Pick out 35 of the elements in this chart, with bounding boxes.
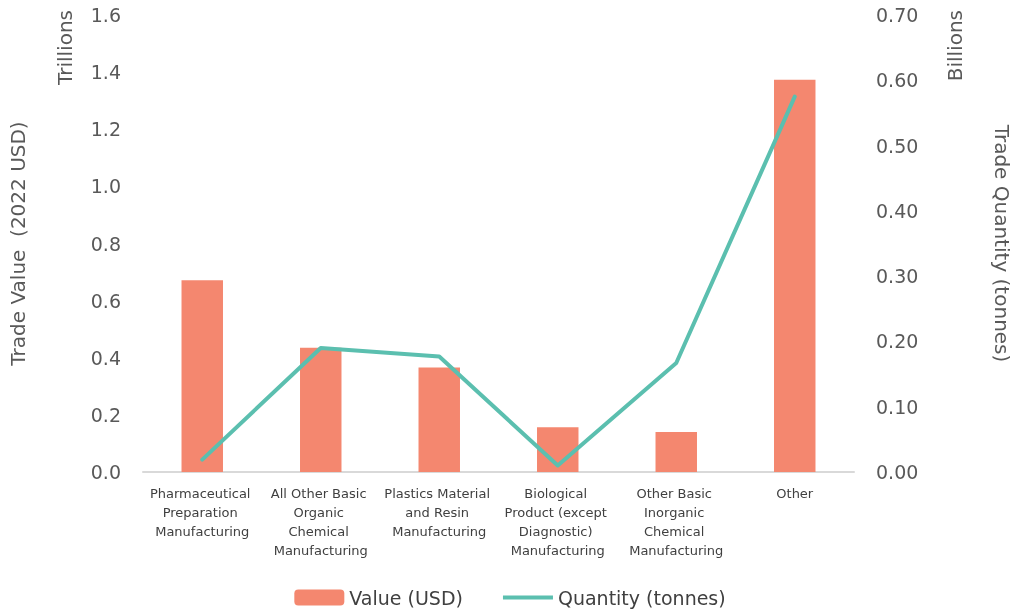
- y-tick-label: 1.4: [90, 61, 121, 84]
- bar: [300, 347, 342, 472]
- y2-tick-label: 0.50: [876, 134, 919, 157]
- y2-tick-label: 0.00: [876, 461, 919, 483]
- x-tick-label: Biological Product (except Diagnostic) Manufacturing: [504, 486, 611, 558]
- y-tick-label: 1.6: [90, 4, 121, 26]
- text: Trillions: [53, 10, 77, 87]
- text: Billions: [943, 10, 967, 82]
- y-tick-label: 1.0: [90, 175, 121, 198]
- bar: [774, 79, 816, 472]
- y-tick-label: 0.6: [90, 289, 121, 312]
- y-tick-label: 0.4: [90, 346, 121, 369]
- y2-tick-label: 0.60: [876, 69, 919, 92]
- bar: [181, 280, 223, 472]
- y-axis-title: Trade Value (2022 USD): [6, 121, 30, 367]
- x-tick-label: Other: [776, 486, 814, 501]
- y2-tick-label: 0.20: [876, 330, 919, 353]
- y-tick-label: 0.8: [90, 232, 121, 255]
- x-tick-label: Other Basic Inorganic Chemical Manufacturing: [629, 486, 724, 558]
- y2-tick-label: 0.70: [876, 4, 919, 26]
- x-tick-label: All Other Basic Organic Chemical Manufacturing: [270, 486, 371, 558]
- bar: [655, 432, 697, 472]
- bar: [418, 367, 460, 472]
- legend-label: Value (USD): [349, 586, 463, 609]
- y2-tick-label: 0.30: [876, 265, 919, 288]
- x-tick-label: Pharmaceutical Preparation Manufacturing: [149, 486, 255, 539]
- line-series: [200, 94, 797, 468]
- y2-tick-label: 0.10: [876, 395, 919, 418]
- legend-label: Quantity (tonnes): [557, 586, 726, 609]
- y2-tick-label: 0.40: [876, 199, 919, 222]
- x-tick-label: Plastics Material and Resin Manufacturing: [384, 486, 495, 539]
- y-tick-label: 1.2: [90, 118, 121, 141]
- y-tick-label: 0.2: [90, 403, 121, 426]
- y2-axis-title: Trade Quantity (tonnes): [990, 123, 1014, 363]
- y-tick-label: 0.0: [90, 461, 121, 483]
